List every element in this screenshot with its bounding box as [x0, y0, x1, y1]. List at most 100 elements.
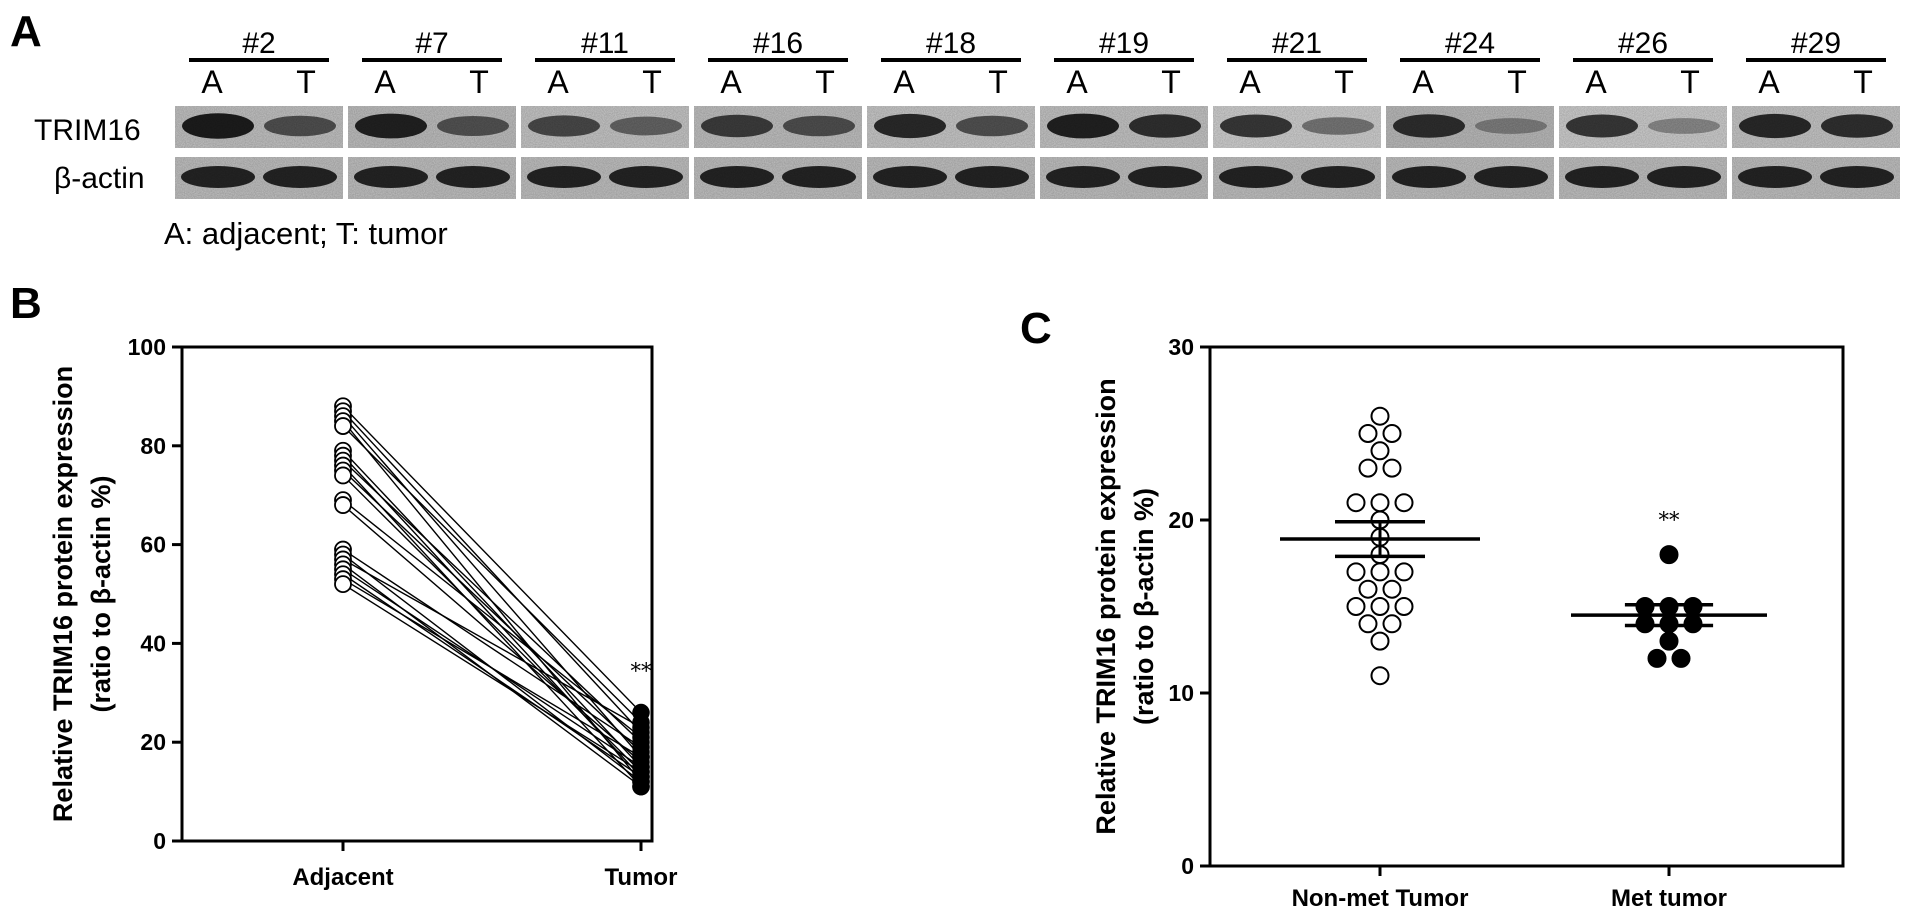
- lane-label-tumor: T: [1680, 64, 1700, 100]
- lane-label-adjacent: A: [547, 64, 569, 100]
- x-category-label-c: Met tumor: [1611, 885, 1727, 912]
- strip-texture: [1040, 106, 1208, 148]
- sample-label: #18: [926, 27, 976, 60]
- pair-line: [342, 410, 642, 733]
- pair-line: [342, 558, 642, 728]
- strip-texture: [1732, 106, 1900, 148]
- strip-texture: [1213, 157, 1381, 199]
- tumor-point: [632, 763, 650, 781]
- pair-line: [342, 504, 642, 763]
- y-tick-label-b: 80: [140, 433, 166, 459]
- pair-line: [342, 415, 642, 758]
- y-axis-label-c-line2: (ratio to β-actin %): [1129, 488, 1159, 725]
- non-met-point: [1394, 493, 1414, 513]
- non-met-point: [1370, 631, 1390, 651]
- met-point: [1659, 631, 1679, 651]
- met-point: [1671, 648, 1691, 668]
- adjacent-point: [334, 575, 352, 594]
- non-met-point: [1394, 597, 1414, 616]
- lane-label-tumor: T: [1334, 64, 1354, 100]
- lane-label-tumor: T: [1853, 64, 1873, 100]
- non-met-point: [1358, 614, 1378, 634]
- x-category-label-b: Adjacent: [292, 864, 393, 891]
- strip-texture: [1213, 106, 1381, 148]
- strip-texture: [1386, 157, 1554, 199]
- blot-legend: A: adjacent; T: tumor: [164, 216, 448, 251]
- strip-texture: [1732, 157, 1900, 199]
- significance-c: **: [1659, 508, 1681, 532]
- non-met-point: [1358, 579, 1378, 599]
- lane-label-tumor: T: [469, 64, 489, 100]
- row-label-beta-actin: β-actin: [54, 162, 145, 195]
- y-tick-label-b: 100: [128, 334, 166, 360]
- y-axis-label-b: Relative TRIM16 protein expression: [48, 366, 78, 822]
- non-met-point: [1370, 666, 1390, 686]
- non-met-point: [1346, 597, 1366, 616]
- non-met-point: [1370, 441, 1390, 461]
- adjacent-point: [334, 417, 352, 435]
- non-met-point: [1370, 406, 1390, 426]
- sample-label: #19: [1099, 27, 1149, 60]
- lane-label-adjacent: A: [1585, 64, 1607, 100]
- panel-b-label: B: [10, 279, 42, 328]
- significance-b: **: [631, 659, 653, 683]
- strip-texture: [1559, 106, 1727, 148]
- panel-c-label: C: [1020, 304, 1052, 353]
- pair-line: [342, 405, 642, 714]
- y-axis-label-c: Relative TRIM16 protein expression: [1091, 378, 1121, 834]
- y-tick-label-b: 0: [153, 828, 166, 854]
- lane-label-tumor: T: [815, 64, 835, 100]
- strip-texture: [1559, 157, 1727, 199]
- y-tick-label-c: 30: [1168, 334, 1194, 360]
- lane-label-adjacent: A: [1412, 64, 1434, 100]
- met-point: [1647, 648, 1667, 668]
- non-met-point: [1382, 458, 1402, 478]
- y-tick-label-b: 60: [140, 532, 166, 558]
- sample-label: #26: [1618, 27, 1668, 60]
- sample-label: #21: [1272, 27, 1322, 60]
- non-met-point: [1382, 424, 1402, 443]
- non-met-point: [1346, 562, 1366, 582]
- sample-label: #24: [1445, 27, 1495, 60]
- met-point: [1659, 545, 1679, 565]
- lane-label-tumor: T: [642, 64, 662, 100]
- lane-label-adjacent: A: [720, 64, 742, 100]
- sample-label: #16: [753, 27, 803, 60]
- non-met-point: [1382, 579, 1402, 599]
- lane-label-tumor: T: [296, 64, 316, 100]
- pair-line: [342, 548, 642, 748]
- non-met-point: [1358, 424, 1378, 443]
- lane-label-tumor: T: [1161, 64, 1181, 100]
- pair-line: [342, 474, 642, 773]
- non-met-point: [1370, 493, 1390, 513]
- sample-label: #2: [242, 27, 275, 60]
- pair-line: [342, 465, 642, 788]
- pair-line: [342, 425, 642, 723]
- x-category-label-c: Non-met Tumor: [1292, 885, 1469, 912]
- adjacent-point: [334, 466, 352, 485]
- strip-texture: [694, 106, 862, 148]
- strip-texture: [175, 106, 343, 148]
- row-label-trim16: TRIM16: [34, 114, 141, 147]
- lane-label-adjacent: A: [893, 64, 915, 100]
- y-tick-label-c: 10: [1168, 680, 1194, 706]
- non-met-point: [1346, 493, 1366, 513]
- strip-texture: [867, 106, 1035, 148]
- lane-label-adjacent: A: [1239, 64, 1261, 100]
- strip-texture: [694, 157, 862, 199]
- pair-line: [342, 578, 642, 758]
- lane-label-adjacent: A: [201, 64, 223, 100]
- strip-texture: [1386, 106, 1554, 148]
- non-met-point: [1394, 562, 1414, 582]
- pair-line: [342, 460, 642, 743]
- pair-line: [342, 583, 642, 773]
- strip-texture: [521, 106, 689, 148]
- non-met-point: [1358, 458, 1378, 478]
- pair-line: [342, 499, 642, 738]
- chart-c: 0 10 20 30 Non-met Tumor Met tumor Relative TR…: [1091, 334, 1845, 912]
- strip-texture: [348, 157, 516, 199]
- tumor-point: [632, 718, 650, 737]
- pair-line: [342, 450, 642, 768]
- non-met-point: [1370, 562, 1390, 582]
- western-blot: #2 A T #7 A T #11 A T #16 A T #18 A T #19 A T #21 A T #24 A T #2…: [175, 27, 1900, 199]
